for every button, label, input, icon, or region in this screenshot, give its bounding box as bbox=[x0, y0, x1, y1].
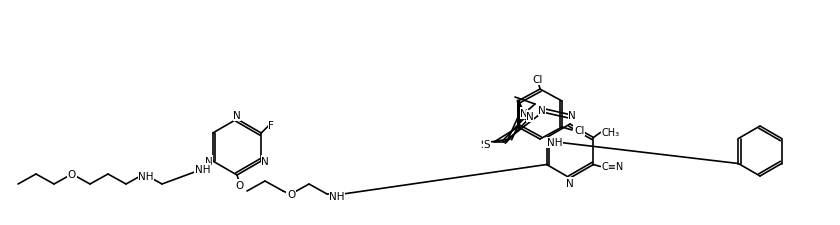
Text: N: N bbox=[568, 110, 576, 120]
Text: N: N bbox=[538, 106, 546, 115]
Text: O: O bbox=[68, 169, 76, 179]
Text: CH₃: CH₃ bbox=[601, 128, 620, 138]
Text: S: S bbox=[484, 139, 491, 149]
Text: O: O bbox=[236, 180, 244, 190]
Text: F: F bbox=[268, 120, 274, 130]
Text: C≡N: C≡N bbox=[601, 162, 623, 172]
Text: NH: NH bbox=[547, 138, 562, 148]
Text: N: N bbox=[261, 156, 269, 166]
Text: N: N bbox=[234, 110, 241, 120]
Text: S: S bbox=[480, 139, 487, 149]
Text: O: O bbox=[287, 189, 295, 199]
Text: NH: NH bbox=[195, 164, 211, 174]
Text: Cl: Cl bbox=[574, 126, 585, 135]
Text: NH: NH bbox=[139, 171, 154, 181]
Text: N: N bbox=[520, 108, 528, 119]
Text: N: N bbox=[566, 178, 574, 188]
Text: Cl: Cl bbox=[533, 75, 543, 85]
Text: NH: NH bbox=[329, 191, 344, 201]
Text: N: N bbox=[526, 112, 534, 122]
Text: N: N bbox=[205, 156, 213, 166]
